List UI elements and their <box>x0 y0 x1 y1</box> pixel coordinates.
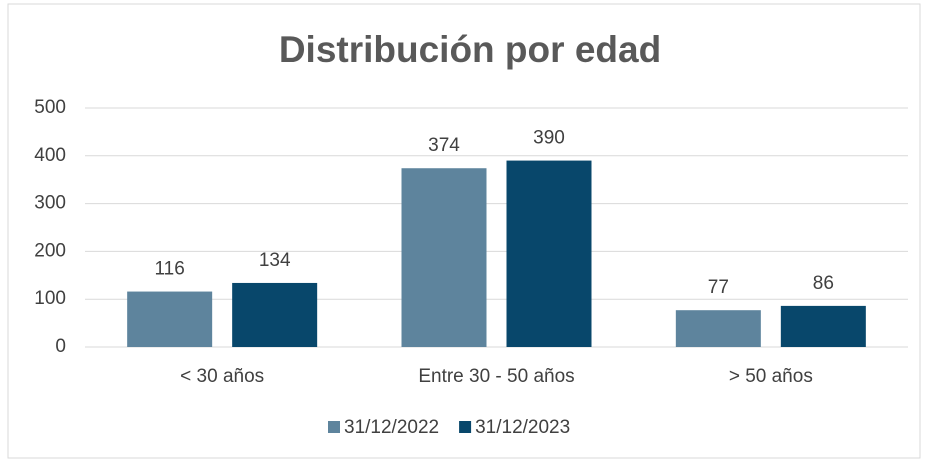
data-label: 374 <box>428 135 460 156</box>
data-label: 77 <box>708 277 729 298</box>
y-tick-label: 300 <box>34 193 66 214</box>
y-tick-label: 500 <box>34 97 66 118</box>
data-label: 86 <box>813 273 834 294</box>
y-tick-label: 200 <box>34 240 66 261</box>
legend-label: 31/12/2022 <box>344 417 439 438</box>
data-label: 134 <box>259 250 291 271</box>
bar <box>127 291 213 347</box>
x-tick-label: < 30 años <box>180 366 264 387</box>
bar <box>780 305 866 347</box>
data-label: 116 <box>155 259 185 280</box>
bar <box>232 282 318 347</box>
x-tick-label: > 50 años <box>729 366 813 387</box>
bar <box>506 160 592 347</box>
chart-title: Distribución por edad <box>279 29 661 70</box>
legend-label: 31/12/2023 <box>475 417 570 438</box>
bar <box>401 168 487 347</box>
data-label: 390 <box>533 128 565 149</box>
y-tick-label: 100 <box>34 288 66 309</box>
bar <box>675 310 761 347</box>
y-tick-label: 0 <box>55 336 66 357</box>
legend-swatch <box>459 421 472 433</box>
y-tick-label: 400 <box>34 145 66 166</box>
x-tick-label: Entre 30 - 50 años <box>418 366 574 387</box>
legend-swatch <box>328 421 340 433</box>
